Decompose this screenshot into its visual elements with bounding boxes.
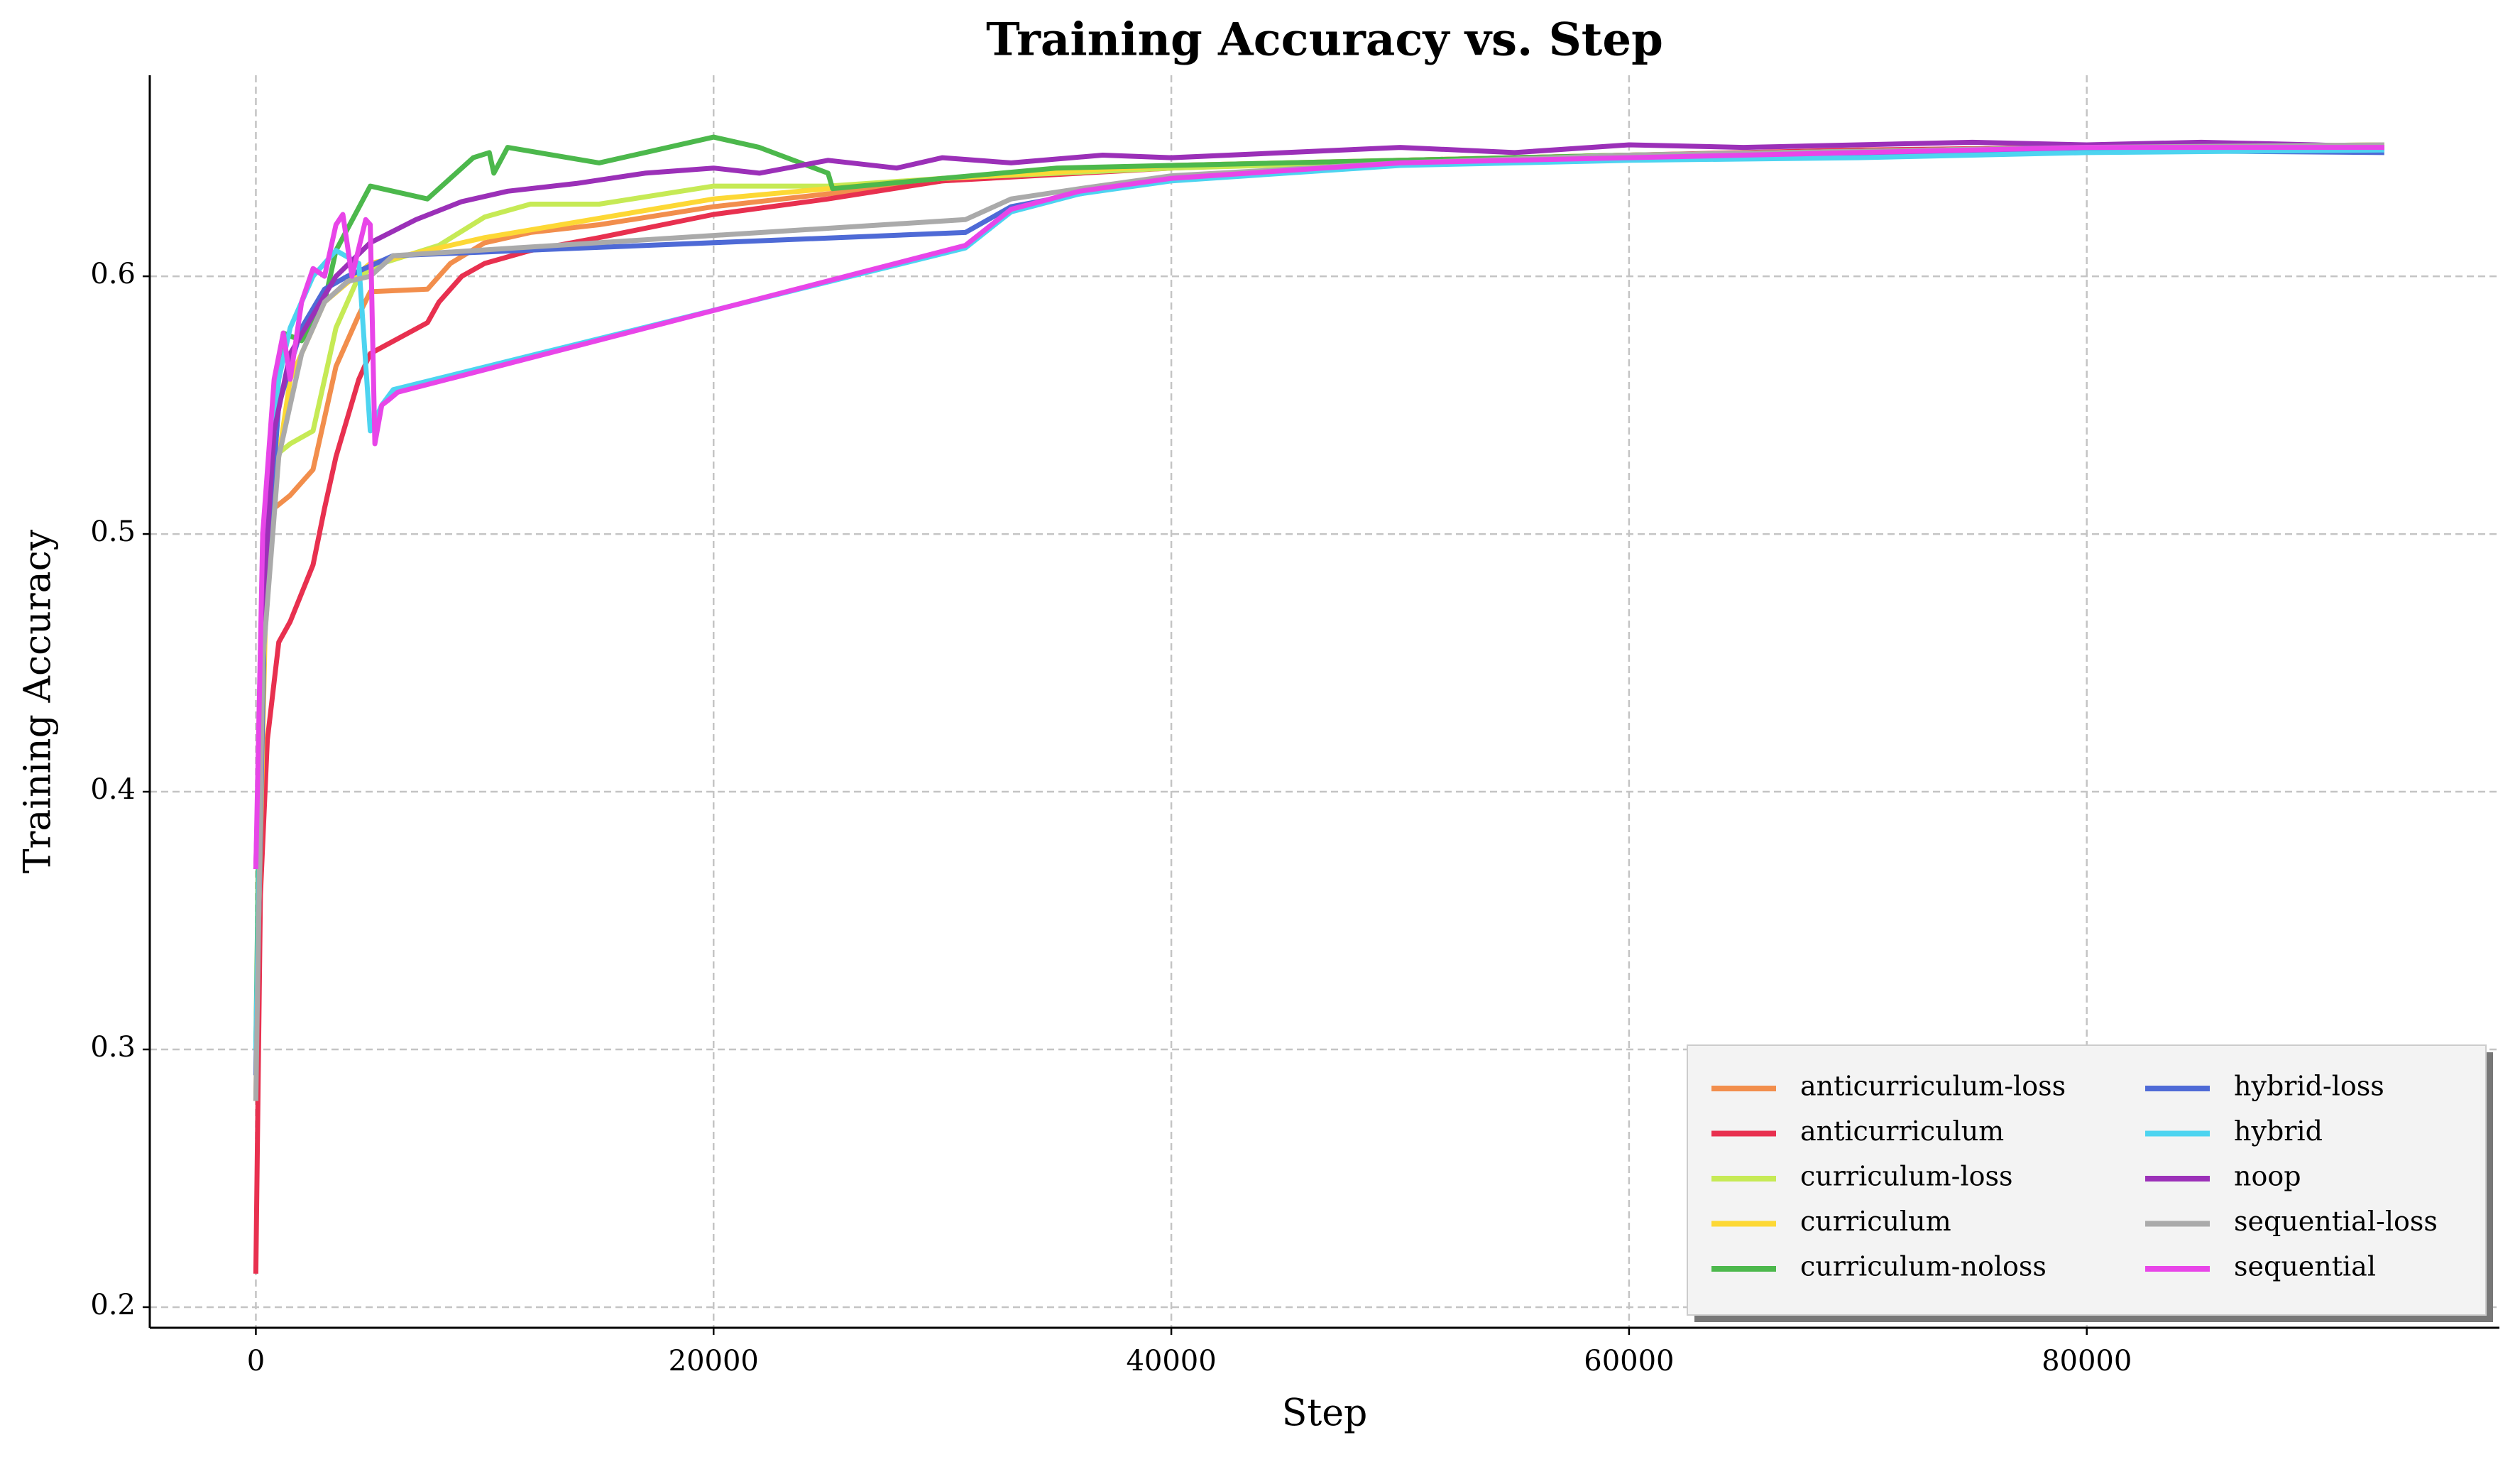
legend: anticurriculum-loss anticurriculum curricu… [1687, 1044, 2493, 1322]
legend-label: sequential-loss [2234, 1206, 2438, 1237]
legend-label: anticurriculum-loss [1800, 1071, 2066, 1102]
chart-title: Training Accuracy vs. Step [986, 13, 1663, 67]
series-line [253, 142, 2384, 1101]
y-tick-label: 0.6 [90, 258, 136, 290]
series-line [253, 142, 2384, 1076]
y-tick-label: 0.4 [90, 773, 136, 806]
series-line [253, 134, 2384, 1050]
series-line [253, 145, 2384, 1101]
y-axis-label: Training Accuracy [17, 529, 60, 873]
series-line [253, 142, 2384, 1050]
x-tick-label: 40000 [1126, 1345, 1216, 1377]
series-line [253, 145, 2384, 869]
series-line [253, 147, 2384, 1076]
legend-label: curriculum-loss [1800, 1161, 2013, 1192]
legend-box [1687, 1044, 2487, 1316]
series-line [253, 147, 2384, 1050]
y-tick-label: 0.2 [90, 1289, 136, 1321]
legend-label: hybrid-loss [2234, 1071, 2384, 1102]
x-tick-label: 0 [247, 1345, 265, 1377]
legend-label: anticurriculum [1800, 1115, 2004, 1147]
legend-label: curriculum [1800, 1206, 1951, 1237]
x-tick-label: 20000 [669, 1345, 759, 1377]
legend-label: curriculum-noloss [1800, 1251, 2047, 1282]
legend-label: sequential [2234, 1251, 2376, 1282]
legend-label: noop [2234, 1161, 2301, 1192]
x-tick-label: 60000 [1584, 1345, 1674, 1377]
legend-label: hybrid [2234, 1115, 2323, 1147]
x-axis-label: Step [1282, 1392, 1368, 1435]
series-line [253, 139, 2384, 869]
y-tick-label: 0.3 [90, 1031, 136, 1064]
x-tick-label: 80000 [2042, 1345, 2132, 1377]
y-tick-label: 0.5 [90, 515, 136, 548]
